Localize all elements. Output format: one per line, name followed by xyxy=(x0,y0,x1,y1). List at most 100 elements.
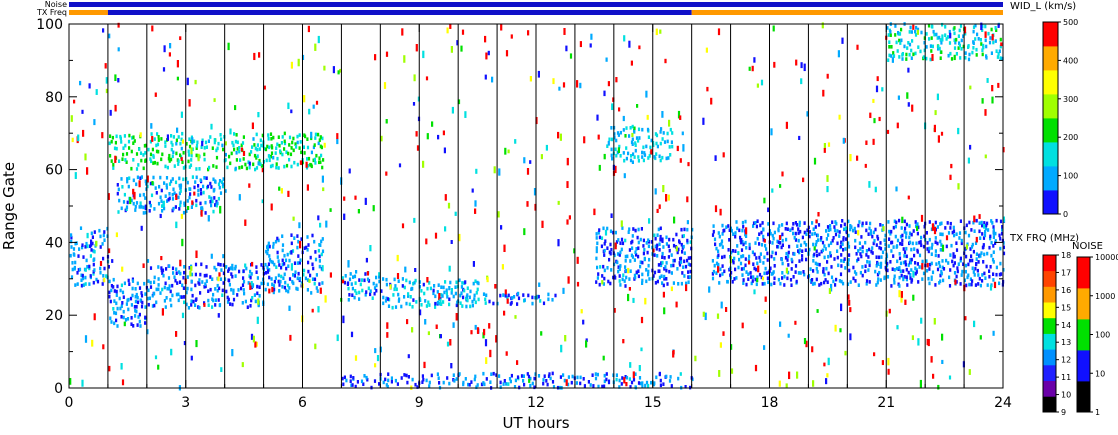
echo-cell xyxy=(158,184,161,189)
echo-cell xyxy=(876,237,880,241)
echo-cell xyxy=(936,241,939,246)
echo-cell xyxy=(254,167,257,172)
echo-cell xyxy=(187,159,190,164)
echo-cell xyxy=(991,34,994,41)
echo-cell xyxy=(888,308,891,314)
echo-cell xyxy=(139,298,142,302)
echo-cell xyxy=(176,76,179,81)
echo-cell xyxy=(878,255,881,260)
echo-cell xyxy=(179,295,182,299)
echo-cell xyxy=(407,375,410,379)
echo-cell xyxy=(949,174,952,180)
echo-cell xyxy=(272,284,276,288)
noise-colorbar-swatch xyxy=(1077,319,1090,351)
echo-cell xyxy=(495,335,498,343)
echo-cell xyxy=(624,259,627,263)
echo-cell xyxy=(638,365,641,372)
echo-cell xyxy=(992,228,995,236)
echo-cell xyxy=(136,295,139,300)
echo-cell xyxy=(686,238,689,243)
echo-cell xyxy=(781,261,784,266)
echo-cell xyxy=(336,334,339,342)
echo-cell xyxy=(220,268,223,272)
echo-cell xyxy=(801,254,804,258)
echo-cell xyxy=(180,295,183,299)
echo-cell xyxy=(299,258,302,262)
echo-cell xyxy=(770,128,773,136)
echo-cell xyxy=(623,377,626,384)
echo-cell xyxy=(898,284,901,288)
echo-cell xyxy=(80,278,83,282)
echo-cell xyxy=(715,271,718,275)
echo-cell xyxy=(168,153,171,158)
echo-cell xyxy=(736,226,739,231)
echo-cell xyxy=(777,228,780,233)
echo-cell xyxy=(991,96,994,104)
echo-cell xyxy=(300,150,303,155)
echo-cell xyxy=(551,380,555,384)
echo-cell xyxy=(134,299,137,304)
echo-cell xyxy=(910,280,913,284)
echo-cell xyxy=(902,276,905,282)
echo-cell xyxy=(317,132,320,137)
echo-cell xyxy=(195,297,198,301)
echo-cell xyxy=(852,276,855,281)
echo-cell xyxy=(984,38,987,43)
echo-cell xyxy=(144,305,147,309)
echo-cell xyxy=(420,289,423,293)
echo-cell xyxy=(635,136,639,140)
echo-cell xyxy=(641,127,644,132)
echo-cell xyxy=(808,234,811,239)
echo-cell xyxy=(475,385,478,389)
echo-cell xyxy=(826,225,830,229)
echo-cell xyxy=(637,240,640,245)
echo-cell xyxy=(900,291,903,298)
echo-cell xyxy=(116,191,119,196)
echo-cell xyxy=(437,134,440,140)
echo-cell xyxy=(439,334,442,339)
echo-cell xyxy=(204,140,208,145)
echo-cell xyxy=(298,133,301,137)
echo-cell xyxy=(455,303,458,308)
echo-cell xyxy=(426,277,429,283)
echo-cell xyxy=(169,43,172,49)
echo-cell xyxy=(349,374,352,379)
echo-cell xyxy=(362,382,365,386)
echo-cell xyxy=(287,102,290,110)
echo-cell xyxy=(919,49,922,54)
noise-colorbar-swatch xyxy=(1077,381,1090,413)
echo-cell xyxy=(928,281,931,286)
echo-cell xyxy=(290,250,293,255)
echo-cell xyxy=(827,357,830,366)
echo-cell xyxy=(454,285,457,289)
echo-cell xyxy=(814,261,817,266)
echo-cell xyxy=(538,282,541,287)
echo-cell xyxy=(562,82,566,88)
echo-cell xyxy=(765,271,768,275)
echo-cell xyxy=(258,52,261,58)
echo-cell xyxy=(982,245,985,249)
echo-cell xyxy=(826,280,829,284)
echo-cell xyxy=(461,304,464,308)
echo-cell xyxy=(283,147,286,151)
echo-cell xyxy=(645,380,649,385)
echo-cell xyxy=(840,279,843,284)
echo-cell xyxy=(303,268,306,273)
echo-cell xyxy=(973,229,976,233)
echo-cell xyxy=(762,234,765,239)
echo-cell xyxy=(489,380,492,384)
y-tick-label: 100 xyxy=(36,17,63,33)
echo-cell xyxy=(872,138,875,145)
echo-cell xyxy=(147,147,150,152)
echo-cell xyxy=(662,245,665,249)
echo-cell xyxy=(790,257,793,262)
echo-cell xyxy=(813,246,816,251)
echo-cell xyxy=(110,159,113,163)
echo-cell xyxy=(666,131,669,136)
echo-region-7 xyxy=(382,277,480,310)
echo-cell xyxy=(941,22,944,27)
echo-cell xyxy=(719,267,722,272)
echo-cell xyxy=(466,286,469,290)
echo-cell xyxy=(717,28,721,36)
echo-cell xyxy=(844,226,848,231)
